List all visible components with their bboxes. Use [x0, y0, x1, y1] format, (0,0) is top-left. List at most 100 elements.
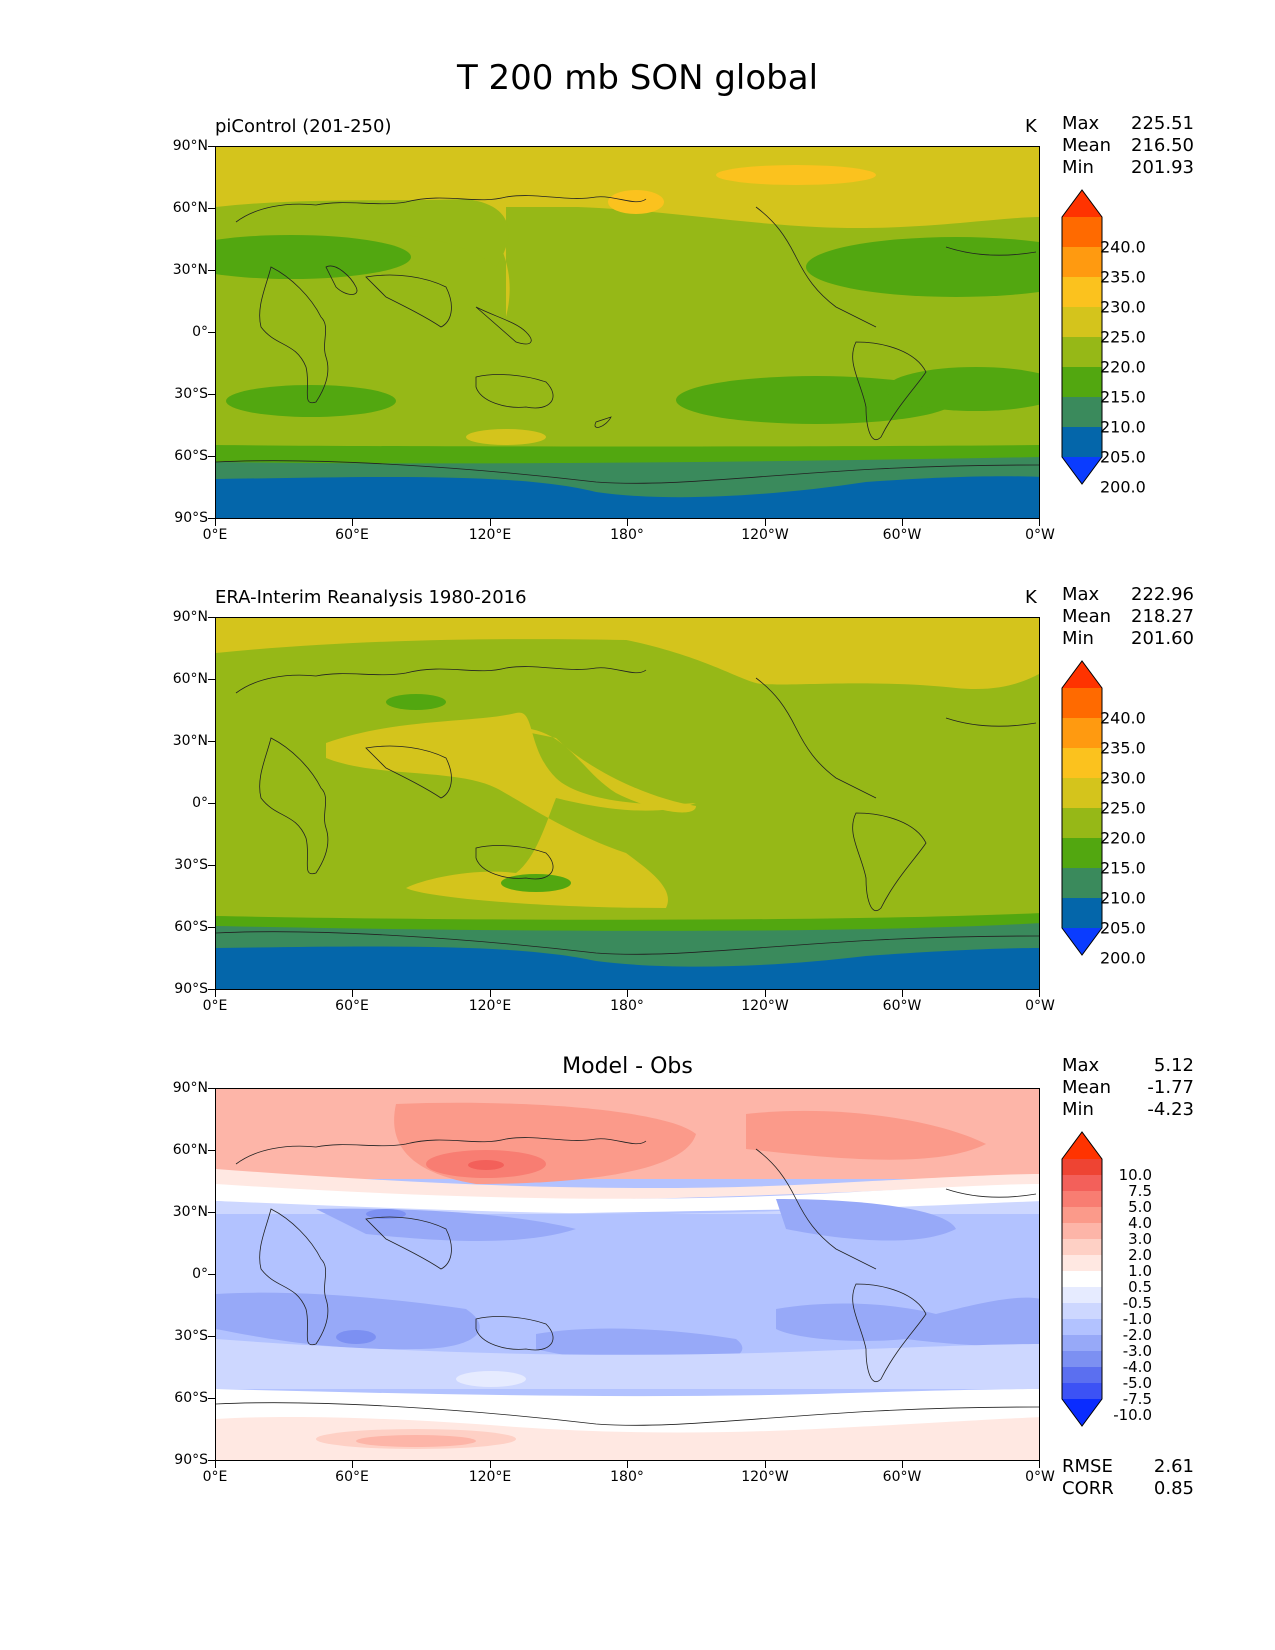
- x-tick-label: 0°E: [202, 998, 228, 1014]
- y-tick-label: 90°N: [172, 138, 208, 154]
- panel-picontrol: piControl (201-250) K: [0, 113, 1275, 596]
- colorbar-segment: [1062, 247, 1102, 278]
- colorbar-tick-label: -1.0: [1122, 1310, 1152, 1328]
- colorbar-tick-label: -7.5: [1122, 1390, 1152, 1408]
- y-tick-label: 30°S: [174, 857, 208, 873]
- colorbar-tick-label: -4.0: [1122, 1358, 1152, 1376]
- colorbar-tick-label: 10.0: [1118, 1166, 1152, 1184]
- x-tick-label: 120°E: [468, 998, 512, 1014]
- colorbar-tick-label: -2.0: [1122, 1326, 1152, 1344]
- y-tick-mark: [208, 679, 215, 680]
- colorbar-segment: [1062, 1287, 1102, 1304]
- x-tick-label: 180°: [610, 1469, 644, 1485]
- colorbar-segment: [1062, 1239, 1102, 1256]
- x-tick-label: 60°W: [882, 527, 922, 543]
- x-tick-mark: [902, 990, 903, 997]
- colorbar-tick-label: -5.0: [1122, 1374, 1152, 1392]
- colorbar-extend-min: [1062, 457, 1102, 484]
- panel-subtitle: Model - Obs: [562, 1054, 693, 1079]
- stats-block: Max 225.51 Mean 216.50 Min 201.93: [1062, 113, 1194, 179]
- stat-mean: Mean 216.50: [1062, 135, 1194, 156]
- colorbar-tick-label: 210.0: [1100, 417, 1146, 437]
- colorbar-tick-label: 230.0: [1100, 768, 1146, 788]
- y-tick-mark: [208, 394, 215, 395]
- x-tick-mark: [215, 1461, 216, 1468]
- colorbar-segment: [1062, 1303, 1102, 1320]
- colorbar-segment: [1062, 748, 1102, 779]
- colorbar: [1061, 660, 1103, 956]
- y-tick-mark: [208, 1088, 215, 1089]
- y-tick-mark: [208, 927, 215, 928]
- x-tick-label: 0°W: [1025, 527, 1055, 543]
- colorbar-segment: [1062, 1175, 1102, 1192]
- y-tick-mark: [208, 332, 215, 333]
- map-model-minus-obs: [215, 1088, 1040, 1461]
- x-tick-label: 0°E: [202, 1469, 228, 1485]
- y-tick-mark: [208, 518, 215, 519]
- stats-block: Max 5.12 Mean -1.77 Min -4.23: [1062, 1055, 1194, 1121]
- y-tick-mark: [208, 865, 215, 866]
- colorbar-extend-max: [1062, 661, 1102, 688]
- x-tick-label: 120°W: [741, 998, 789, 1014]
- colorbar: [1061, 189, 1103, 485]
- colorbar-extend-max: [1062, 1132, 1102, 1159]
- x-tick-mark: [490, 519, 491, 526]
- main-title: T 200 mb SON global: [456, 58, 819, 98]
- colorbar-tick-label: 230.0: [1100, 297, 1146, 317]
- colorbar-tick-label: 200.0: [1100, 948, 1146, 968]
- x-tick-mark: [627, 990, 628, 997]
- stat-mean: Mean 218.27: [1062, 606, 1194, 627]
- colorbar-outline: [1061, 1131, 1103, 1427]
- x-tick-mark: [902, 1461, 903, 1468]
- y-tick-label: 60°S: [174, 1390, 208, 1406]
- x-tick-label: 120°E: [468, 527, 512, 543]
- y-tick-mark: [208, 1460, 215, 1461]
- x-tick-label: 0°W: [1025, 1469, 1055, 1485]
- colorbar-tick-label: -3.0: [1122, 1342, 1152, 1360]
- colorbar-segment: [1062, 367, 1102, 398]
- colorbar-segment: [1062, 808, 1102, 839]
- colorbar-extend-min: [1062, 928, 1102, 955]
- stat-min: Min 201.93: [1062, 157, 1194, 178]
- y-tick-mark: [208, 1150, 215, 1151]
- panel-era-interim: ERA-Interim Reanalysis 1980-2016 K: [0, 584, 1275, 1067]
- y-tick-label: 30°S: [174, 386, 208, 402]
- y-tick-label: 90°N: [172, 1080, 208, 1096]
- y-tick-mark: [208, 1212, 215, 1213]
- y-tick-label: 60°S: [174, 448, 208, 464]
- colorbar-tick-label: 2.0: [1128, 1246, 1152, 1264]
- x-tick-mark: [627, 1461, 628, 1468]
- colorbar-segment: [1062, 778, 1102, 809]
- x-tick-mark: [765, 990, 766, 997]
- map-era-interim: [215, 617, 1040, 990]
- colorbar-segment: [1062, 1255, 1102, 1272]
- colorbar-segment: [1062, 1271, 1102, 1288]
- colorbar-tick-label: 220.0: [1100, 828, 1146, 848]
- colorbar-extend-min: [1062, 1399, 1102, 1426]
- stat-min: Min -4.23: [1062, 1099, 1194, 1120]
- y-tick-label: 30°N: [172, 1204, 208, 1220]
- colorbar-segment: [1062, 1159, 1102, 1176]
- colorbar-tick-label: 220.0: [1100, 357, 1146, 377]
- stats-block: Max 222.96 Mean 218.27 Min 201.60: [1062, 584, 1194, 650]
- y-tick-label: 90°N: [172, 609, 208, 625]
- colorbar-segment: [1062, 307, 1102, 338]
- stat-max: Max 222.96: [1062, 584, 1194, 605]
- y-tick-mark: [208, 208, 215, 209]
- colorbar-segment: [1062, 838, 1102, 869]
- x-tick-label: 120°W: [741, 1469, 789, 1485]
- x-tick-label: 120°E: [468, 1469, 512, 1485]
- rmse-corr-block: RMSE 2.61 CORR 0.85: [1062, 1456, 1194, 1500]
- colorbar-tick-label: -10.0: [1113, 1406, 1152, 1424]
- x-tick-label: 60°E: [335, 1469, 369, 1485]
- map-picontrol: [215, 146, 1040, 519]
- colorbar-segment: [1062, 1223, 1102, 1240]
- colorbar-tick-label: 7.5: [1128, 1182, 1152, 1200]
- colorbar-tick-label: 4.0: [1128, 1214, 1152, 1232]
- colorbar-segment: [1062, 1351, 1102, 1368]
- y-tick-label: 30°N: [172, 262, 208, 278]
- colorbar-tick-label: 1.0: [1128, 1262, 1152, 1280]
- colorbar: [1061, 1131, 1103, 1427]
- colorbar-segment: [1062, 1207, 1102, 1224]
- x-tick-label: 60°E: [335, 527, 369, 543]
